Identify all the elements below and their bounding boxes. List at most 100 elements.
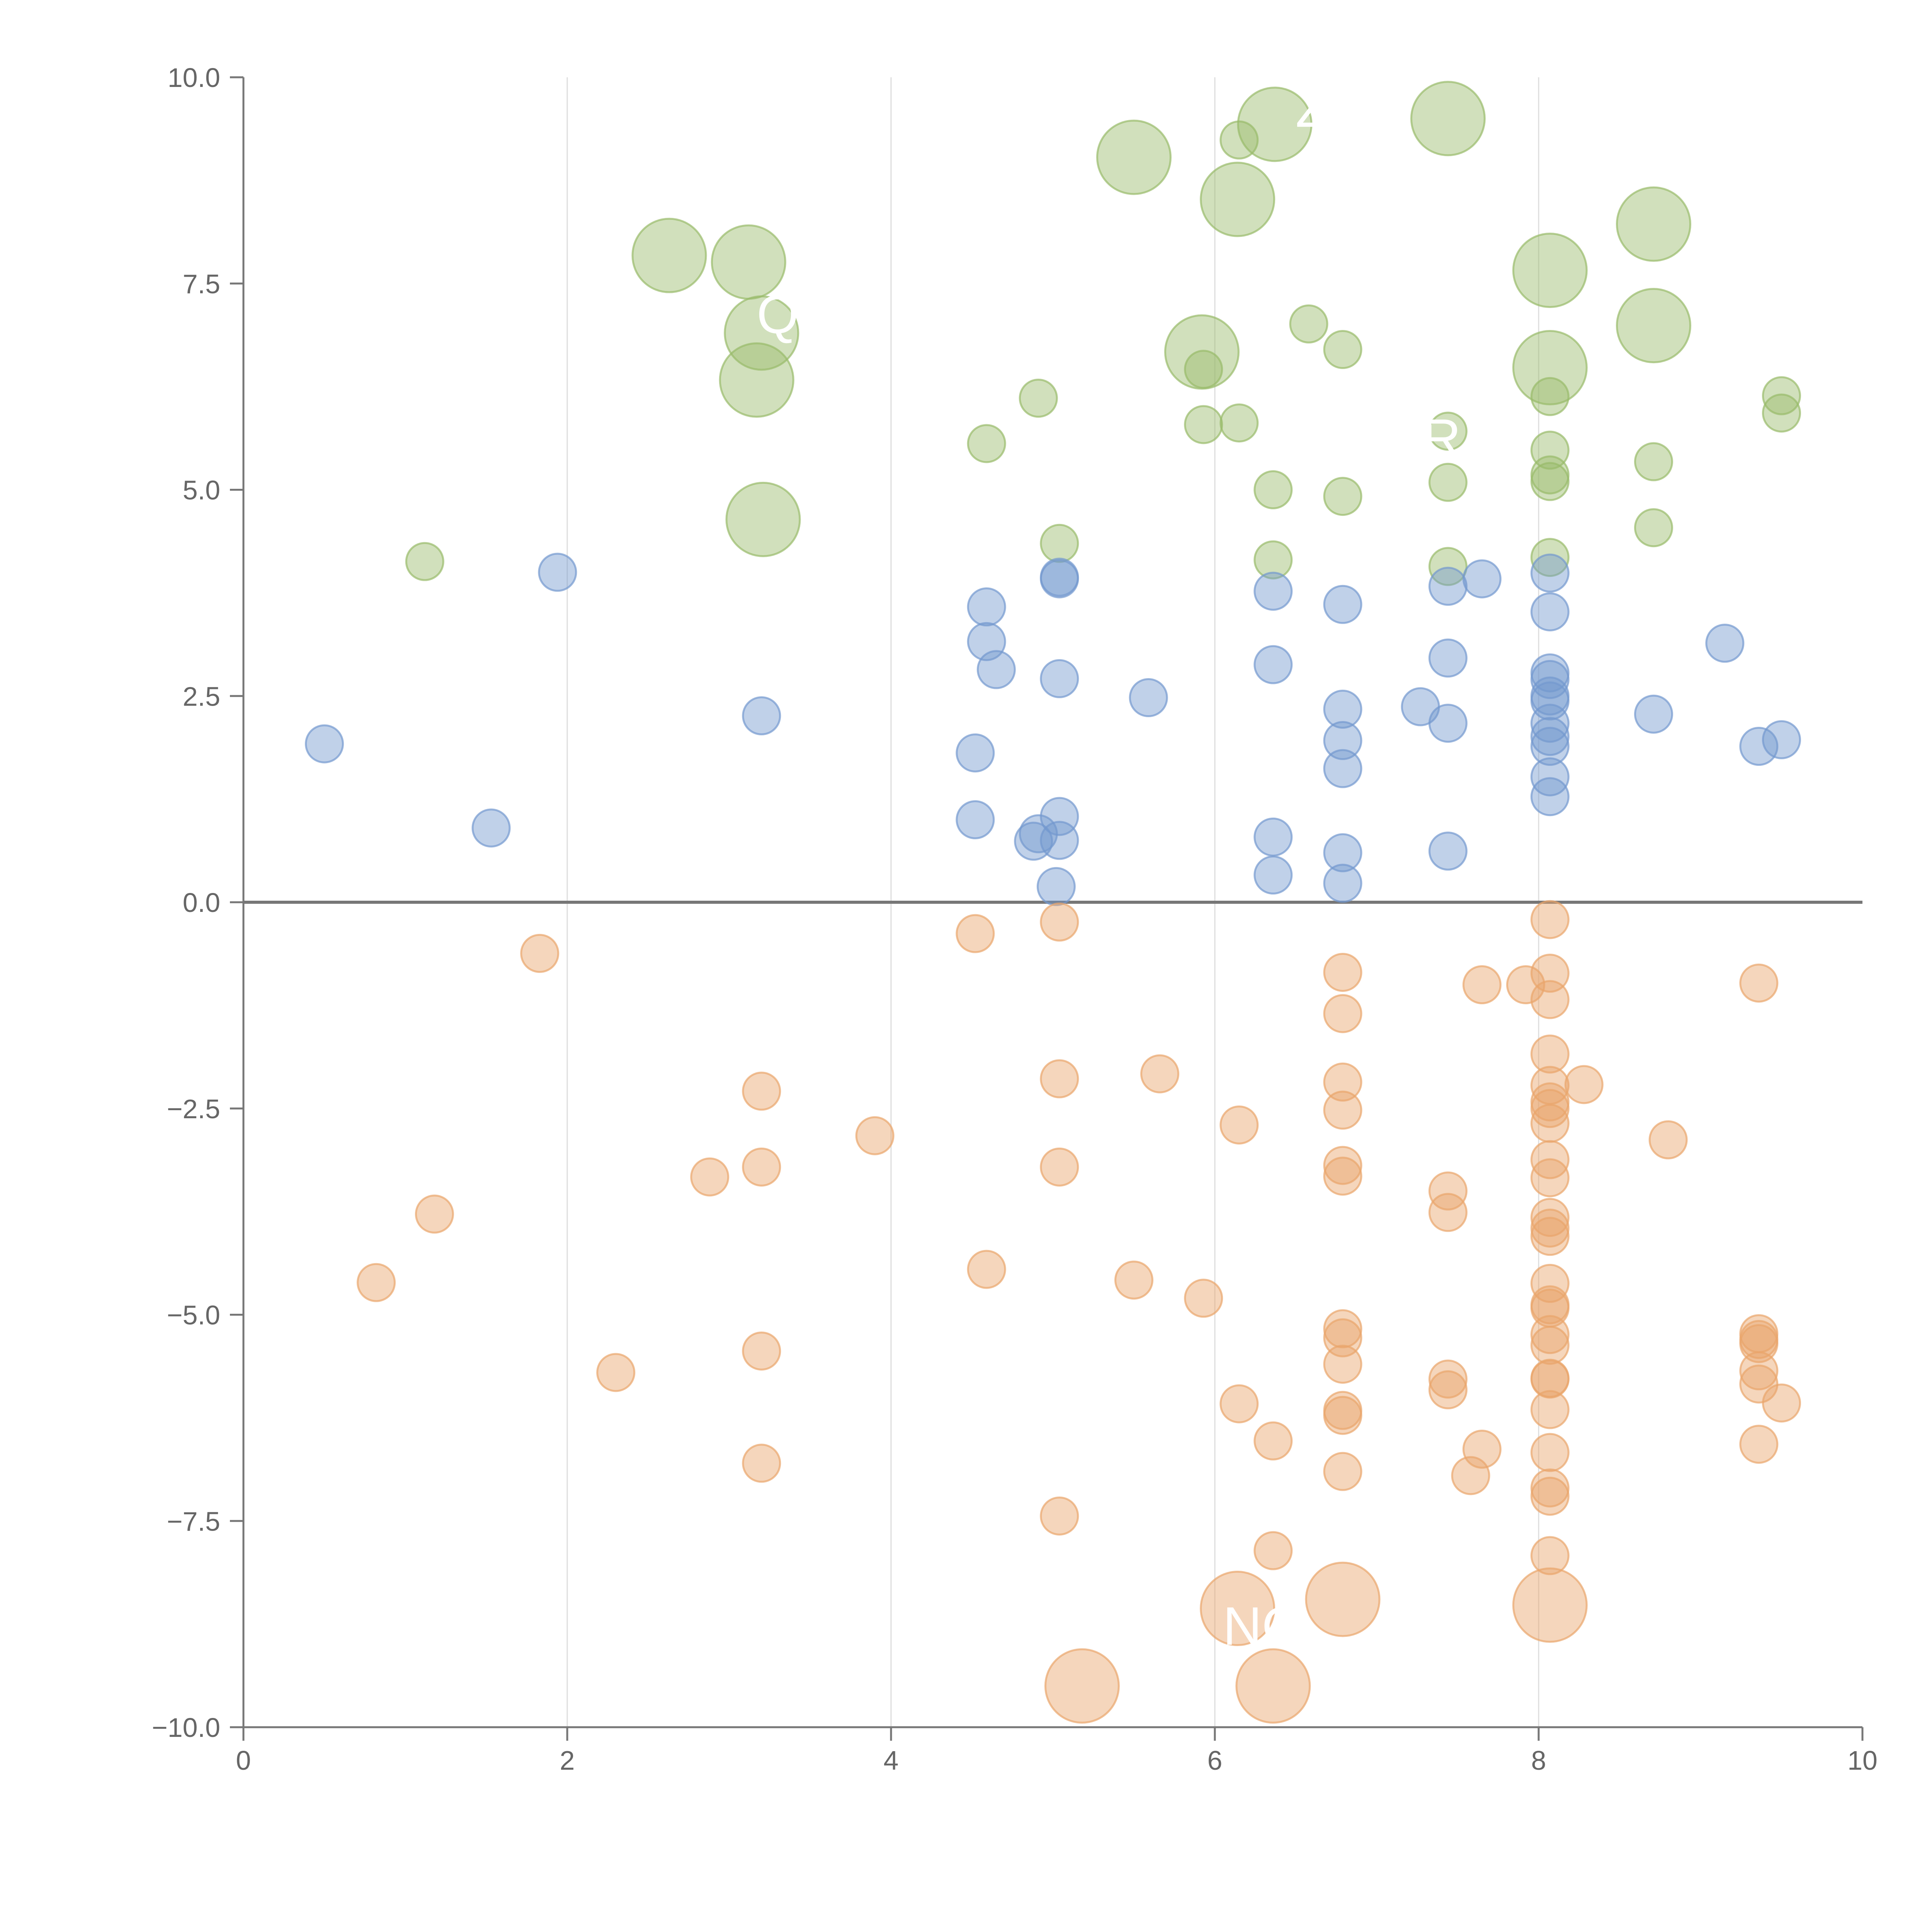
x-tick-label: 4 [884,1745,899,1776]
data-point-series-2 [1323,1156,1362,1196]
data-point-series-0 [1184,350,1223,389]
data-point-series-1 [1530,681,1570,721]
data-point-series-2 [1323,1452,1362,1491]
data-points [305,81,1801,1724]
data-point-series-2 [1530,1468,1570,1508]
data-point-series-1 [1323,833,1362,872]
data-point-series-2 [1140,1054,1180,1094]
data-point-series-2 [1530,1104,1570,1143]
data-point-series-0 [1616,288,1691,364]
y-tick-label: 7.5 [183,269,220,299]
x-tick-label: 10 [1847,1745,1878,1776]
point-label: NO [1223,1596,1304,1656]
data-point-series-2 [1323,994,1362,1033]
x-tick-label: 8 [1531,1745,1546,1776]
data-point-series-2 [1530,1359,1570,1399]
data-point-series-0 [1184,405,1223,444]
data-point-series-1 [1428,704,1468,743]
data-point-series-1 [956,733,995,773]
data-point-series-1 [1323,689,1362,729]
data-point-series-0 [1762,376,1801,415]
data-point-series-0 [1428,547,1468,586]
data-point-series-1 [1040,821,1079,860]
data-point-series-1 [1253,571,1293,611]
data-point-series-1 [1462,559,1502,599]
point-label: Q [757,284,799,345]
y-tick-label: 10.0 [168,63,220,93]
data-point-series-2 [1462,1430,1502,1469]
data-point-series-2 [1428,1171,1468,1211]
data-point-series-2 [1200,1571,1276,1646]
data-point-series-2 [1530,1034,1570,1074]
data-point-series-0 [631,218,707,293]
data-point-series-1 [1323,721,1362,760]
data-point-series-2 [1219,1105,1259,1145]
data-point-series-0 [1512,330,1588,406]
y-tick-label: −7.5 [167,1506,220,1536]
data-point-series-1 [471,808,511,848]
data-point-series-2 [1739,963,1779,1003]
data-point-series-2 [1253,1531,1293,1570]
data-point-series-2 [742,1444,781,1483]
data-point-series-2 [1323,1090,1362,1130]
data-point-series-2 [1530,1433,1570,1472]
data-point-series-0 [1428,463,1468,502]
y-tick-label: 2.5 [183,681,220,711]
data-point-series-1 [1530,757,1570,796]
data-point-series-2 [1530,1390,1570,1429]
data-point-series-0 [1323,477,1362,516]
data-point-series-2 [1762,1383,1801,1423]
data-point-series-2 [1530,980,1570,1019]
data-point-series-1 [1253,817,1293,857]
data-point-series-1 [1253,855,1293,895]
data-point-series-1 [1762,720,1801,759]
data-point-series-1 [1323,585,1362,624]
y-tick-label: 0.0 [183,888,220,918]
data-point-series-0 [405,542,444,581]
data-point-series-1 [1428,638,1468,678]
data-point-series-2 [1253,1421,1293,1461]
data-point-series-2 [357,1263,396,1302]
data-point-series-2 [956,914,995,953]
data-point-series-2 [1040,1496,1079,1536]
point-label: R [1422,408,1461,468]
data-point-series-0 [719,342,794,418]
data-point-series-2 [742,1147,781,1187]
data-point-series-0 [1530,377,1570,416]
data-point-series-1 [1040,659,1079,698]
point-labels: Z Q R NO [757,78,1461,1656]
data-point-series-1 [1530,553,1570,593]
data-point-series-2 [1040,1147,1079,1187]
data-point-series-2 [1451,1456,1490,1495]
data-point-series-2 [1114,1260,1153,1300]
data-point-series-0 [1253,540,1293,580]
data-point-series-1 [1323,864,1362,903]
y-tick-label: −10.0 [152,1713,220,1743]
data-point-series-0 [1289,304,1328,344]
axes: 0 2 4 6 8 10 −10.0 −7.5 −5.0 −2.5 0.0 2.5 5.0 7.5 10.0 [152,63,1878,1776]
data-point-series-1 [1036,867,1076,906]
data-point-series-0 [1634,508,1673,548]
data-point-series-1 [1129,678,1168,718]
data-point-series-2 [1323,1309,1362,1349]
data-point-series-1 [1040,797,1079,836]
data-point-series-2 [1323,1062,1362,1102]
data-point-series-1 [1019,814,1058,854]
data-point-series-2 [1428,1193,1468,1232]
data-point-series-0 [1530,462,1570,501]
data-point-series-0 [1512,233,1588,308]
data-point-series-0 [1019,379,1058,418]
data-point-series-2 [1235,1648,1311,1724]
data-point-series-2 [1530,1315,1570,1354]
data-point-series-2 [415,1194,454,1234]
data-point-series-0 [1219,403,1259,443]
data-point-series-1 [976,650,1016,689]
data-point-series-1 [305,724,344,764]
data-point-series-2 [1530,1208,1570,1248]
data-point-series-2 [1323,1396,1362,1435]
data-point-series-2 [520,934,560,973]
data-point-series-2 [596,1353,636,1392]
data-point-series-1 [1705,624,1745,663]
data-point-series-1 [1253,645,1293,684]
